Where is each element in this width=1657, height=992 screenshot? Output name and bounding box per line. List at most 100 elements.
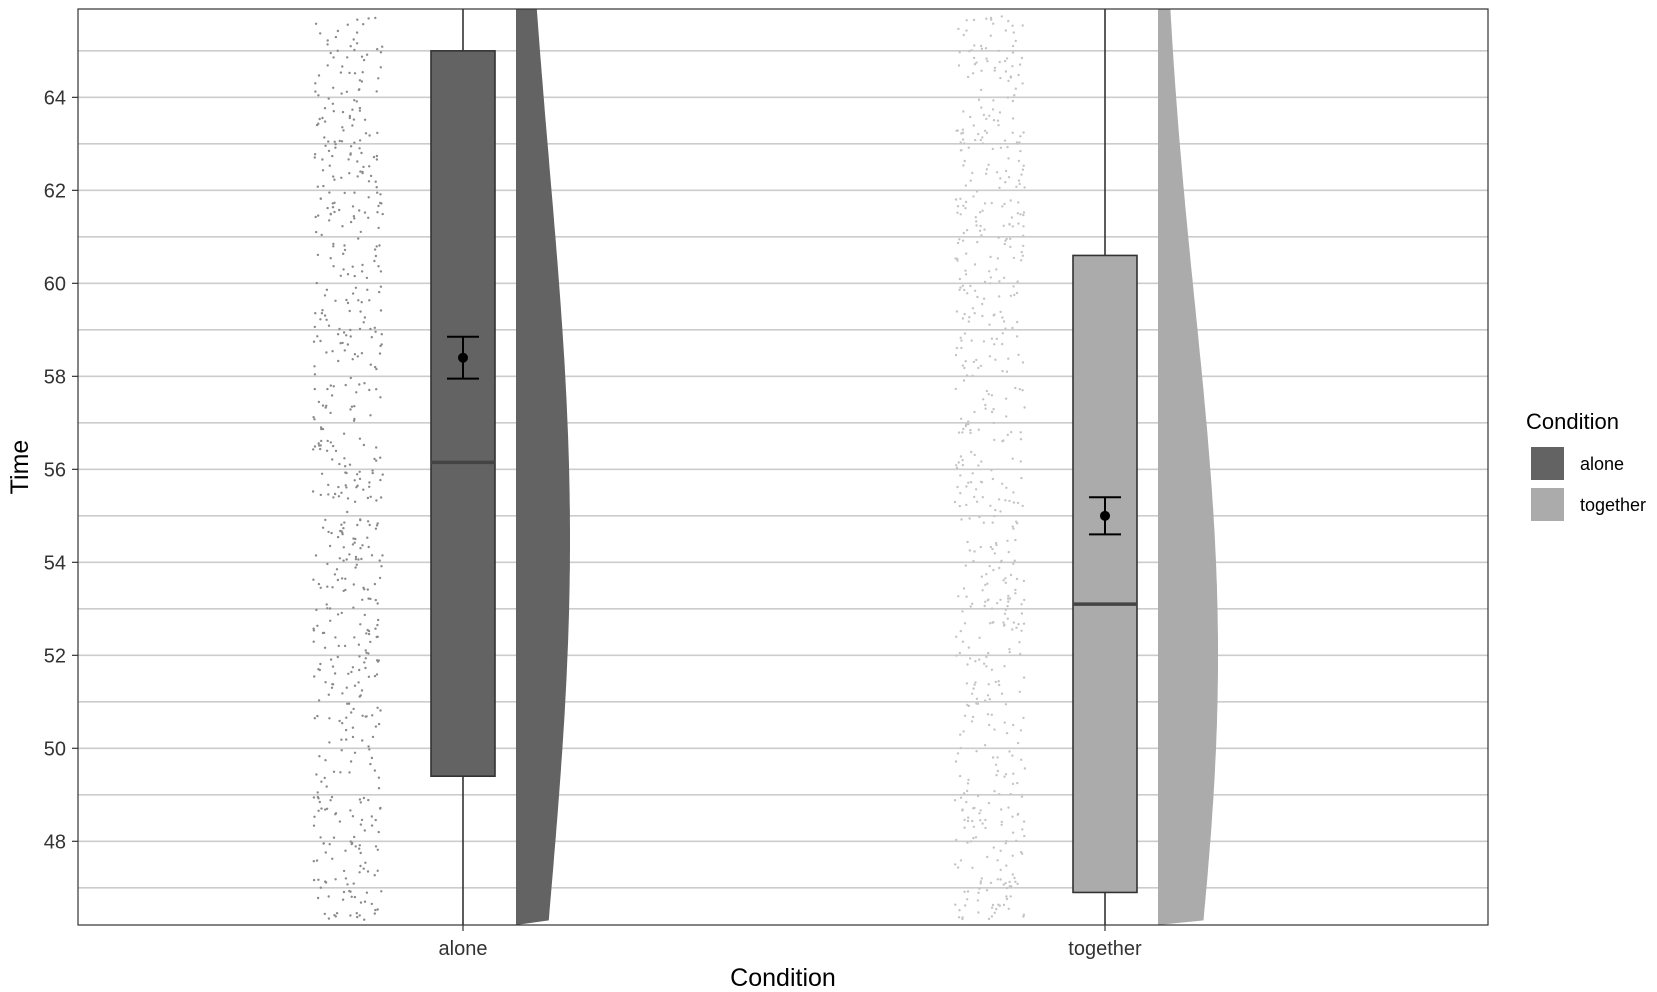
jitter-point bbox=[973, 550, 976, 553]
jitter-point bbox=[954, 353, 958, 357]
jitter-point bbox=[1013, 94, 1016, 97]
jitter-point bbox=[342, 546, 345, 549]
jitter-point bbox=[381, 45, 384, 48]
jitter-point bbox=[961, 284, 965, 287]
jitter-point bbox=[313, 675, 316, 678]
jitter-point bbox=[371, 714, 374, 717]
jitter-point bbox=[321, 309, 324, 312]
jitter-point bbox=[964, 184, 967, 187]
jitter-point bbox=[1011, 24, 1014, 27]
jitter-point bbox=[988, 564, 991, 568]
jitter-point bbox=[380, 333, 383, 336]
jitter-point bbox=[345, 486, 348, 489]
jitter-point bbox=[991, 521, 994, 524]
jitter-point bbox=[955, 635, 958, 638]
jitter-point bbox=[992, 99, 995, 102]
jitter-point bbox=[344, 849, 347, 852]
jitter-point bbox=[327, 149, 331, 153]
half-violin bbox=[516, 9, 570, 925]
jitter-point bbox=[984, 583, 987, 587]
jitter-point bbox=[998, 60, 1001, 64]
jitter-point bbox=[334, 812, 338, 815]
jitter-point bbox=[996, 602, 999, 605]
jitter-point bbox=[1017, 222, 1020, 225]
jitter-point bbox=[375, 186, 378, 189]
jitter-point bbox=[982, 297, 986, 300]
jitter-point bbox=[376, 191, 379, 194]
jitter-point bbox=[1020, 612, 1024, 615]
jitter-point bbox=[349, 760, 353, 763]
jitter-point bbox=[325, 449, 329, 452]
jitter-point bbox=[351, 815, 355, 818]
jitter-point bbox=[363, 382, 366, 385]
jitter-point bbox=[962, 204, 965, 207]
jitter-point bbox=[360, 689, 364, 692]
jitter-point bbox=[1011, 628, 1014, 631]
jitter-point bbox=[1004, 169, 1008, 173]
jitter-point bbox=[1000, 823, 1003, 826]
jitter-point bbox=[1009, 573, 1013, 577]
jitter-point bbox=[968, 316, 971, 319]
jitter-point bbox=[323, 107, 327, 110]
jitter-point bbox=[987, 598, 990, 601]
jitter-point bbox=[320, 233, 323, 237]
jitter-point bbox=[331, 586, 334, 589]
jitter-point bbox=[359, 310, 362, 313]
jitter-point bbox=[362, 23, 365, 26]
jitter-point bbox=[377, 226, 380, 230]
jitter-point bbox=[331, 154, 334, 158]
jitter-point bbox=[972, 825, 976, 828]
jitter-point bbox=[331, 458, 334, 461]
plot-panel-border bbox=[77, 8, 1489, 926]
jitter-point bbox=[350, 842, 353, 846]
jitter-point bbox=[365, 632, 368, 635]
jitter-point bbox=[975, 61, 978, 64]
jitter-point bbox=[374, 908, 377, 912]
jitter-point bbox=[367, 597, 370, 600]
jitter-point bbox=[318, 117, 321, 121]
jitter-point bbox=[328, 607, 332, 610]
jitter-point bbox=[1022, 244, 1025, 248]
jitter-point bbox=[953, 799, 957, 802]
jitter-point bbox=[325, 603, 328, 606]
jitter-point bbox=[341, 341, 344, 345]
jitter-point bbox=[362, 796, 366, 800]
jitter-point bbox=[958, 504, 961, 508]
jitter-point bbox=[353, 684, 357, 687]
jitter-point bbox=[353, 405, 356, 408]
jitter-point bbox=[312, 878, 316, 882]
jitter-point bbox=[959, 213, 962, 216]
jitter-point bbox=[964, 269, 967, 272]
jitter-point bbox=[978, 636, 981, 639]
jitter-point bbox=[979, 880, 983, 883]
jitter-point bbox=[368, 134, 371, 137]
jitter-point bbox=[1000, 808, 1003, 811]
jitter-point bbox=[964, 564, 967, 567]
legend-title: Condition bbox=[1526, 409, 1619, 434]
jitter-point bbox=[360, 301, 363, 304]
jitter-point bbox=[1004, 397, 1008, 400]
jitter-point bbox=[985, 665, 988, 668]
jitter-point bbox=[1020, 173, 1023, 176]
jitter-point bbox=[984, 407, 987, 410]
jitter-point bbox=[988, 270, 991, 273]
jitter-point bbox=[353, 217, 356, 220]
jitter-point bbox=[312, 448, 315, 451]
jitter-point bbox=[349, 152, 352, 155]
jitter-point bbox=[345, 686, 348, 689]
jitter-point bbox=[961, 458, 964, 462]
jitter-point bbox=[377, 265, 380, 268]
jitter-point bbox=[344, 577, 347, 580]
jitter-point bbox=[381, 212, 384, 216]
jitter-point bbox=[314, 22, 318, 25]
jitter-point bbox=[334, 146, 337, 149]
jitter-point bbox=[318, 755, 321, 758]
jitter-point bbox=[960, 149, 963, 152]
jitter-point bbox=[366, 870, 370, 873]
jitter-point bbox=[969, 481, 973, 484]
jitter-point bbox=[1011, 131, 1014, 134]
jitter-point bbox=[314, 82, 317, 85]
jitter-point bbox=[319, 32, 322, 35]
jitter-point bbox=[1001, 205, 1004, 208]
jitter-point bbox=[319, 493, 322, 497]
